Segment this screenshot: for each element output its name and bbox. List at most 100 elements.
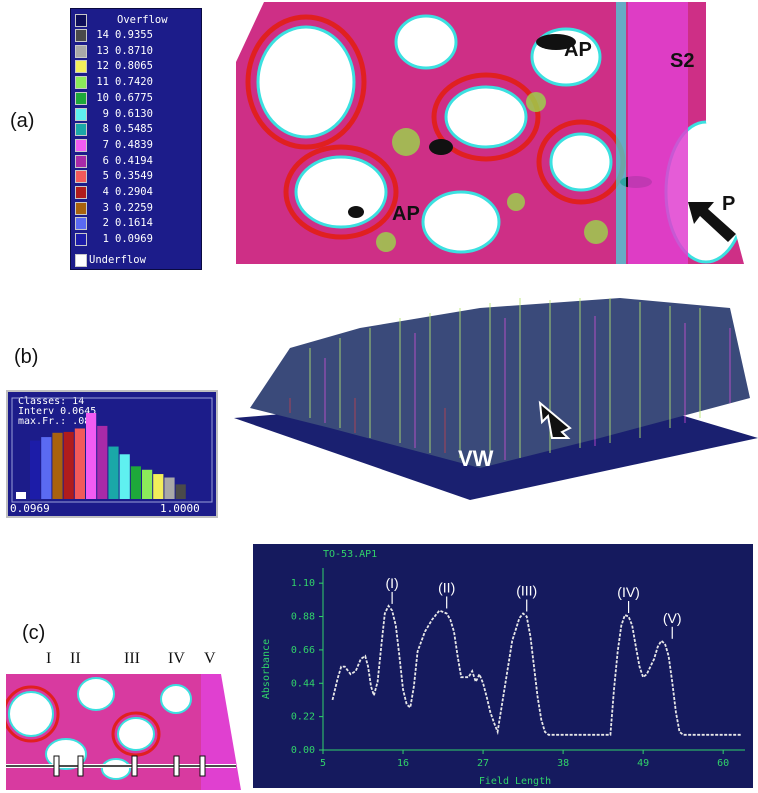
x-tick-label: 49 [637, 758, 649, 769]
x-tick-label: 60 [717, 758, 729, 769]
micrograph-a: AP AP S2 P [236, 2, 754, 264]
legend-row: 14 0.9355 [75, 28, 199, 43]
legend-row: 2 0.1614 [75, 216, 199, 231]
peak-label: (II) [438, 579, 455, 595]
legend-swatch [75, 254, 87, 267]
micrograph-a-image: AP AP S2 P [236, 2, 754, 264]
legend-class-number: 7 [102, 138, 109, 151]
legend-row: 12 0.8065 [75, 59, 199, 74]
scan-position-label: I [46, 650, 52, 667]
legend-swatch [75, 107, 87, 121]
legend-class-value: 0.7420 [115, 76, 153, 89]
legend-class-number: 12 [96, 60, 109, 73]
legend-class-number: 3 [102, 201, 109, 214]
absorbance-chart: TO-53.AP1 Field Length Absorbance 0.00 0.… [253, 544, 753, 788]
histogram-bar [63, 431, 74, 499]
legend-row: 11 0.7420 [75, 75, 199, 90]
legend-class-number: 5 [102, 170, 109, 183]
histogram-bar [130, 466, 141, 499]
legend-swatch [75, 186, 87, 199]
chart-xlabel: Field Length [479, 776, 551, 787]
legend-swatch [75, 76, 87, 90]
peak-label: (I) [386, 575, 399, 591]
histogram-bar [97, 425, 108, 499]
histogram-bar [119, 454, 130, 499]
absorbance-chart-svg: TO-53.AP1 Field Length Absorbance 0.00 0.… [261, 549, 745, 787]
legend-swatch [75, 201, 87, 215]
chart-title: TO-53.AP1 [323, 549, 377, 560]
legend-row: 10 0.6775 [75, 91, 199, 106]
legend-class-number: 1 [102, 233, 109, 246]
scan-position-label: IV [168, 650, 185, 667]
legend-row: 4 0.2904 [75, 185, 199, 200]
x-tick-label: 38 [557, 758, 569, 769]
legend-swatch [75, 91, 87, 105]
y-tick-label: 1.10 [291, 578, 315, 589]
legend-class-number: 8 [102, 123, 109, 136]
legend-swatch [75, 170, 87, 184]
histogram-bar [164, 477, 175, 499]
histogram-underflow-bar [16, 492, 26, 499]
legend-class-number: 13 [96, 44, 109, 57]
legend-class-number: 6 [102, 154, 109, 167]
chart-ylabel: Absorbance [261, 639, 272, 699]
legend-underflow-label: Underflow [89, 254, 146, 266]
micrograph-c: I II III IV V [6, 650, 248, 790]
legend-class-value: 0.0969 [115, 233, 153, 246]
legend-class-number: 4 [102, 186, 109, 198]
legend-class-number: 2 [102, 217, 109, 230]
x-tick-label: 27 [477, 758, 489, 769]
legend-swatch [75, 154, 87, 168]
y-tick-label: 0.00 [291, 745, 315, 756]
y-tick-label: 0.88 [291, 612, 315, 623]
histogram-bars [11, 397, 213, 503]
micrograph-c-image [6, 674, 248, 790]
legend-swatch [75, 29, 87, 42]
legend-class-value: 0.6775 [115, 91, 153, 104]
legend-row: 5 0.3549 [75, 169, 199, 184]
legend-class-number: 9 [102, 107, 109, 120]
legend-class-value: 0.8710 [115, 44, 153, 57]
legend-row: 9 0.6130 [75, 107, 199, 122]
legend-row: 7 0.4839 [75, 138, 199, 153]
y-tick-label: 0.66 [291, 645, 315, 656]
legend-row: 6 0.4194 [75, 154, 199, 169]
legend-swatch [75, 60, 87, 74]
legend-swatch [75, 44, 87, 58]
histogram-bar [153, 474, 164, 499]
histogram-xmin: 0.0969 [10, 502, 50, 515]
legend-class-number: 10 [96, 91, 109, 104]
legend-swatch [75, 123, 87, 137]
scan-position-label: V [204, 650, 216, 667]
histogram-xmax: 1.0000 [160, 502, 200, 515]
scan-position-label: II [70, 650, 81, 667]
legend-overflow-row: Overflow [75, 13, 199, 28]
histogram-bar [41, 437, 52, 499]
panel-label-a: (a) [10, 110, 35, 132]
legend-class-value: 0.5485 [115, 123, 153, 136]
peak-label: (III) [516, 583, 537, 599]
legend-class-value: 0.8065 [115, 60, 153, 73]
histogram-maxfreq-text: max.Fr.: .081 [18, 416, 97, 427]
surface-plot-image: VW [234, 298, 758, 500]
panel-label-c: (c) [22, 622, 46, 644]
absorbance-series-line [331, 604, 742, 736]
panel-label-b: (b) [14, 346, 39, 368]
legend-class-value: 0.1614 [115, 217, 153, 230]
peak-label: (V) [663, 610, 682, 626]
label-vw: VW [458, 446, 494, 471]
histogram-bar [74, 428, 85, 499]
legend-class-value: 0.9355 [115, 29, 153, 41]
histogram-bar [142, 469, 153, 499]
label-p: P [722, 193, 735, 215]
color-scale-legend: Overflow 14 0.9355 13 0.8710 12 0.8065 11 0.742… [70, 8, 202, 270]
label-ap-bottom: AP [392, 203, 420, 225]
legend-class-value: 0.2904 [115, 186, 153, 198]
class-histogram: Classes: 14 Interv 0.0645 max.Fr.: .081 … [6, 390, 218, 518]
legend-class-number: 11 [96, 76, 109, 89]
legend-swatch [75, 138, 87, 152]
histogram-bar [30, 440, 41, 499]
legend-class-value: 0.3549 [115, 170, 153, 183]
legend-row: 1 0.0969 [75, 232, 199, 247]
y-tick-label: 0.22 [291, 712, 315, 723]
